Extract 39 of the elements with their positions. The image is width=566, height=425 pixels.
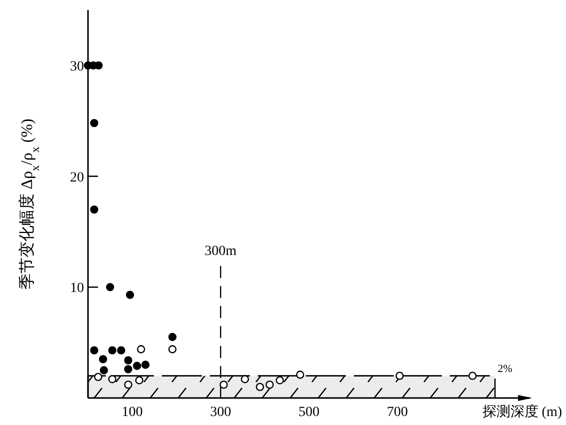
point [168,345,177,354]
x-tick-label: 300 [210,405,232,420]
point [126,290,134,300]
point [132,362,142,370]
point [276,376,284,384]
point [100,366,108,374]
point [124,380,132,389]
point [94,61,103,70]
point [94,372,102,382]
point [168,332,177,342]
y-tick-label: 30 [70,59,84,74]
point [124,356,132,364]
point [240,375,250,384]
band-label: 2% [498,362,512,375]
point [108,346,116,354]
point [468,372,477,380]
point [266,380,274,389]
point [90,205,98,214]
point [136,345,146,354]
point [220,380,228,389]
point [124,365,132,374]
point [117,346,126,354]
point [90,118,98,128]
x-tick-label: 100 [122,405,143,420]
point [296,370,304,379]
point [106,283,114,292]
point [256,382,264,392]
y-tick-label: 20 [70,170,84,186]
x-axis-title: 探测深度 (m) [482,404,562,420]
point [396,372,404,380]
ref-line-label: 300m [204,244,237,259]
x-tick-label: 500 [298,405,320,420]
y-tick-label: 10 [70,281,84,296]
point [135,376,144,384]
point [98,355,108,364]
point [141,360,150,369]
point [90,346,98,354]
point [108,375,116,384]
x-tick-label: 700 [386,405,408,420]
